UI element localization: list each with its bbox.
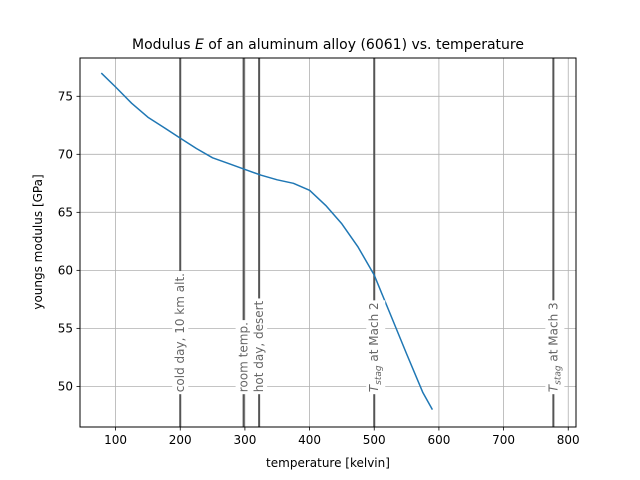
- series-line: [100, 72, 434, 410]
- y-tick-label: 55: [58, 321, 73, 335]
- x-axis-label: temperature [kelvin]: [266, 456, 390, 470]
- reference-label-background: [251, 298, 268, 395]
- plot-frame: [79, 57, 577, 428]
- x-tick-label: 200: [169, 433, 192, 447]
- reference-labels: cold day, 10 km alt. room temp. hot day, d…: [172, 271, 565, 395]
- reference-line-label: room temp.: [237, 322, 251, 392]
- y-tick-label: 75: [58, 89, 73, 103]
- y-axis-ticks: 50 55 60 65 70 75: [58, 89, 80, 393]
- reference-line-label: cold day, 10 km alt.: [173, 273, 187, 392]
- grid: [80, 58, 576, 427]
- reference-label-background: [235, 320, 252, 395]
- x-axis-ticks: 100 200 300 400 500 600 700 800: [104, 427, 580, 447]
- x-tick-label: 500: [363, 433, 386, 447]
- y-tick-label: 50: [58, 379, 73, 393]
- reference-line-label: Tstag at Mach 3: [546, 302, 563, 392]
- x-tick-label: 700: [492, 433, 515, 447]
- x-tick-label: 100: [104, 433, 127, 447]
- reference-label-background: [172, 271, 189, 395]
- reference-line-label: hot day, desert: [252, 300, 266, 392]
- x-tick-label: 800: [557, 433, 580, 447]
- x-tick-label: 600: [427, 433, 450, 447]
- reference-label-background: [545, 300, 565, 395]
- y-tick-label: 60: [58, 263, 73, 277]
- y-tick-label: 70: [58, 147, 73, 161]
- x-tick-label: 400: [298, 433, 321, 447]
- series-layer: [100, 72, 434, 410]
- reference-line-label: Tstag at Mach 2: [367, 302, 384, 392]
- x-tick-label: 300: [233, 433, 256, 447]
- y-axis-label: youngs modulus [GPa]: [31, 174, 45, 309]
- chart-title: Modulus E of an aluminum alloy (6061) vs…: [132, 37, 524, 53]
- reference-label-background: [366, 300, 386, 395]
- y-tick-label: 65: [58, 205, 73, 219]
